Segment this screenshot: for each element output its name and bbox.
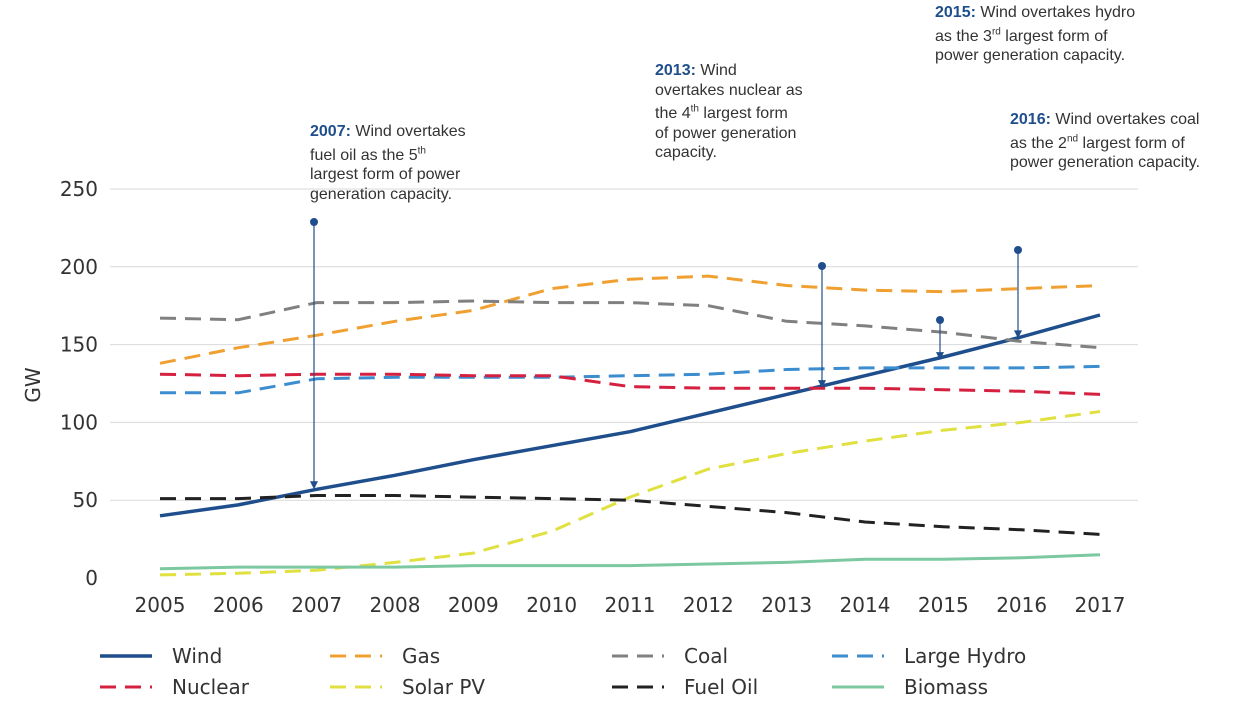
series-line-biomass: [159, 553, 1101, 571]
annotation-3: 2016: Wind overtakes coal as the 2nd larg…: [1010, 110, 1200, 173]
grid: [110, 188, 1138, 501]
series-line-coal: [159, 299, 1101, 350]
x-tick-label: 2009: [448, 593, 499, 617]
x-tick-label: 2008: [370, 593, 421, 617]
annotation-year: 2016:: [1010, 111, 1051, 128]
series-line-solar-pv: [159, 410, 1101, 577]
annotation-2: 2015: Wind overtakes hydro as the 3rd lar…: [935, 3, 1135, 66]
annotation-year: 2015:: [935, 4, 976, 21]
series-lines: [159, 274, 1101, 577]
x-tick-label: 2005: [135, 593, 186, 617]
x-tick-label: 2012: [683, 593, 734, 617]
annotation-1: 2013: Wind overtakes nuclear as the 4th la…: [655, 61, 803, 163]
legend: Wind Gas Coal Large Hydro Nuclear Solar PV Fue…: [100, 644, 1026, 699]
legend-label: Solar PV: [402, 675, 485, 699]
annotation-year: 2013:: [655, 62, 696, 79]
x-tick-label: 2010: [526, 593, 577, 617]
series-line-nuclear: [159, 372, 1101, 396]
y-tick-labels: 0 50 100 150 200 250: [60, 177, 98, 590]
x-tick-label: 2007: [291, 593, 342, 617]
x-tick-label: 2017: [1075, 593, 1126, 617]
annotation-0: 2007: Wind overtakes fuel oil as the 5th l…: [310, 122, 466, 204]
x-tick-label: 2016: [996, 593, 1047, 617]
legend-label: Nuclear: [172, 675, 250, 699]
series-line-fuel-oil: [160, 494, 1101, 536]
annotation-arrows: [310, 218, 1022, 490]
legend-label: Coal: [684, 644, 728, 668]
legend-label: Fuel Oil: [684, 675, 758, 699]
y-axis-title: GW: [21, 367, 45, 402]
annotation-text: Wind overtakes hydro as the 3rd largest f…: [935, 4, 1136, 65]
x-tick-label: 2011: [605, 593, 656, 617]
annotation-arrowhead: [310, 481, 318, 490]
y-tick-label: 200: [60, 255, 98, 279]
y-tick-label: 100: [60, 410, 98, 434]
annotation-arrowhead: [818, 380, 826, 389]
series-line-large-hydro: [160, 364, 1101, 395]
y-tick-label: 250: [60, 177, 98, 201]
series-line-gas: [159, 274, 1101, 365]
y-tick-label: 50: [73, 488, 98, 512]
x-tick-label: 2013: [761, 593, 812, 617]
annotation-year: 2007:: [310, 123, 351, 140]
legend-label: Wind: [172, 644, 222, 668]
annotation-text: Wind overtakes fuel oil as the 5th largest…: [310, 123, 466, 203]
legend-label: Large Hydro: [904, 644, 1026, 668]
annotation-text: Wind overtakes nuclear as the 4th largest …: [655, 62, 803, 162]
x-tick-labels: 2005 2006 2007 2008 2009 2010 2011 2012 2013 2014…: [135, 593, 1126, 617]
x-tick-label: 2014: [840, 593, 891, 617]
y-tick-label: 150: [60, 333, 98, 357]
annotation-arrowhead: [1014, 330, 1022, 339]
series-line-wind: [159, 313, 1101, 518]
x-tick-label: 2006: [213, 593, 264, 617]
y-tick-label: 0: [85, 566, 98, 590]
annotation-text: Wind overtakes coal as the 2nd largest fo…: [1010, 111, 1201, 172]
legend-label: Gas: [402, 644, 440, 668]
legend-label: Biomass: [904, 675, 988, 699]
annotation-arrowhead: [936, 352, 944, 361]
x-tick-label: 2015: [918, 593, 969, 617]
